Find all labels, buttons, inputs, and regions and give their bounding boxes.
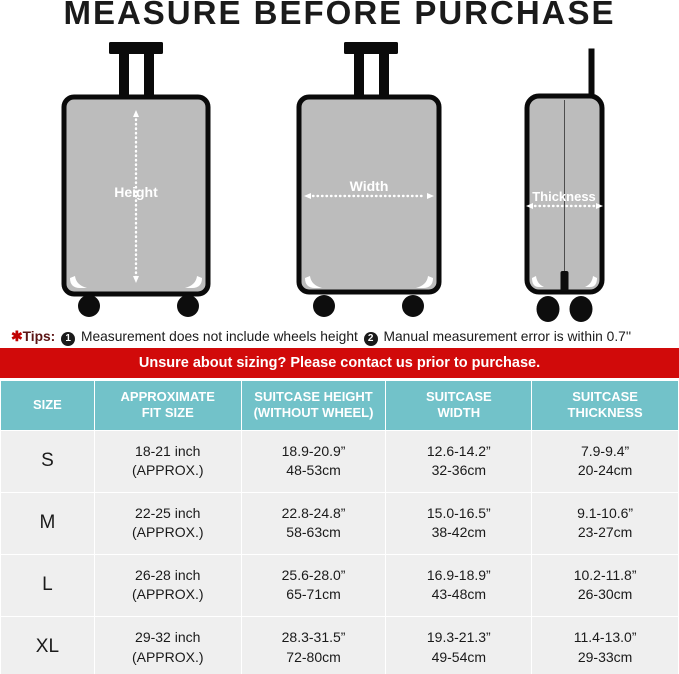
svg-text:Height: Height <box>114 184 158 200</box>
svg-text:Thickness: Thickness <box>532 189 596 204</box>
svg-text:Width: Width <box>350 178 389 194</box>
